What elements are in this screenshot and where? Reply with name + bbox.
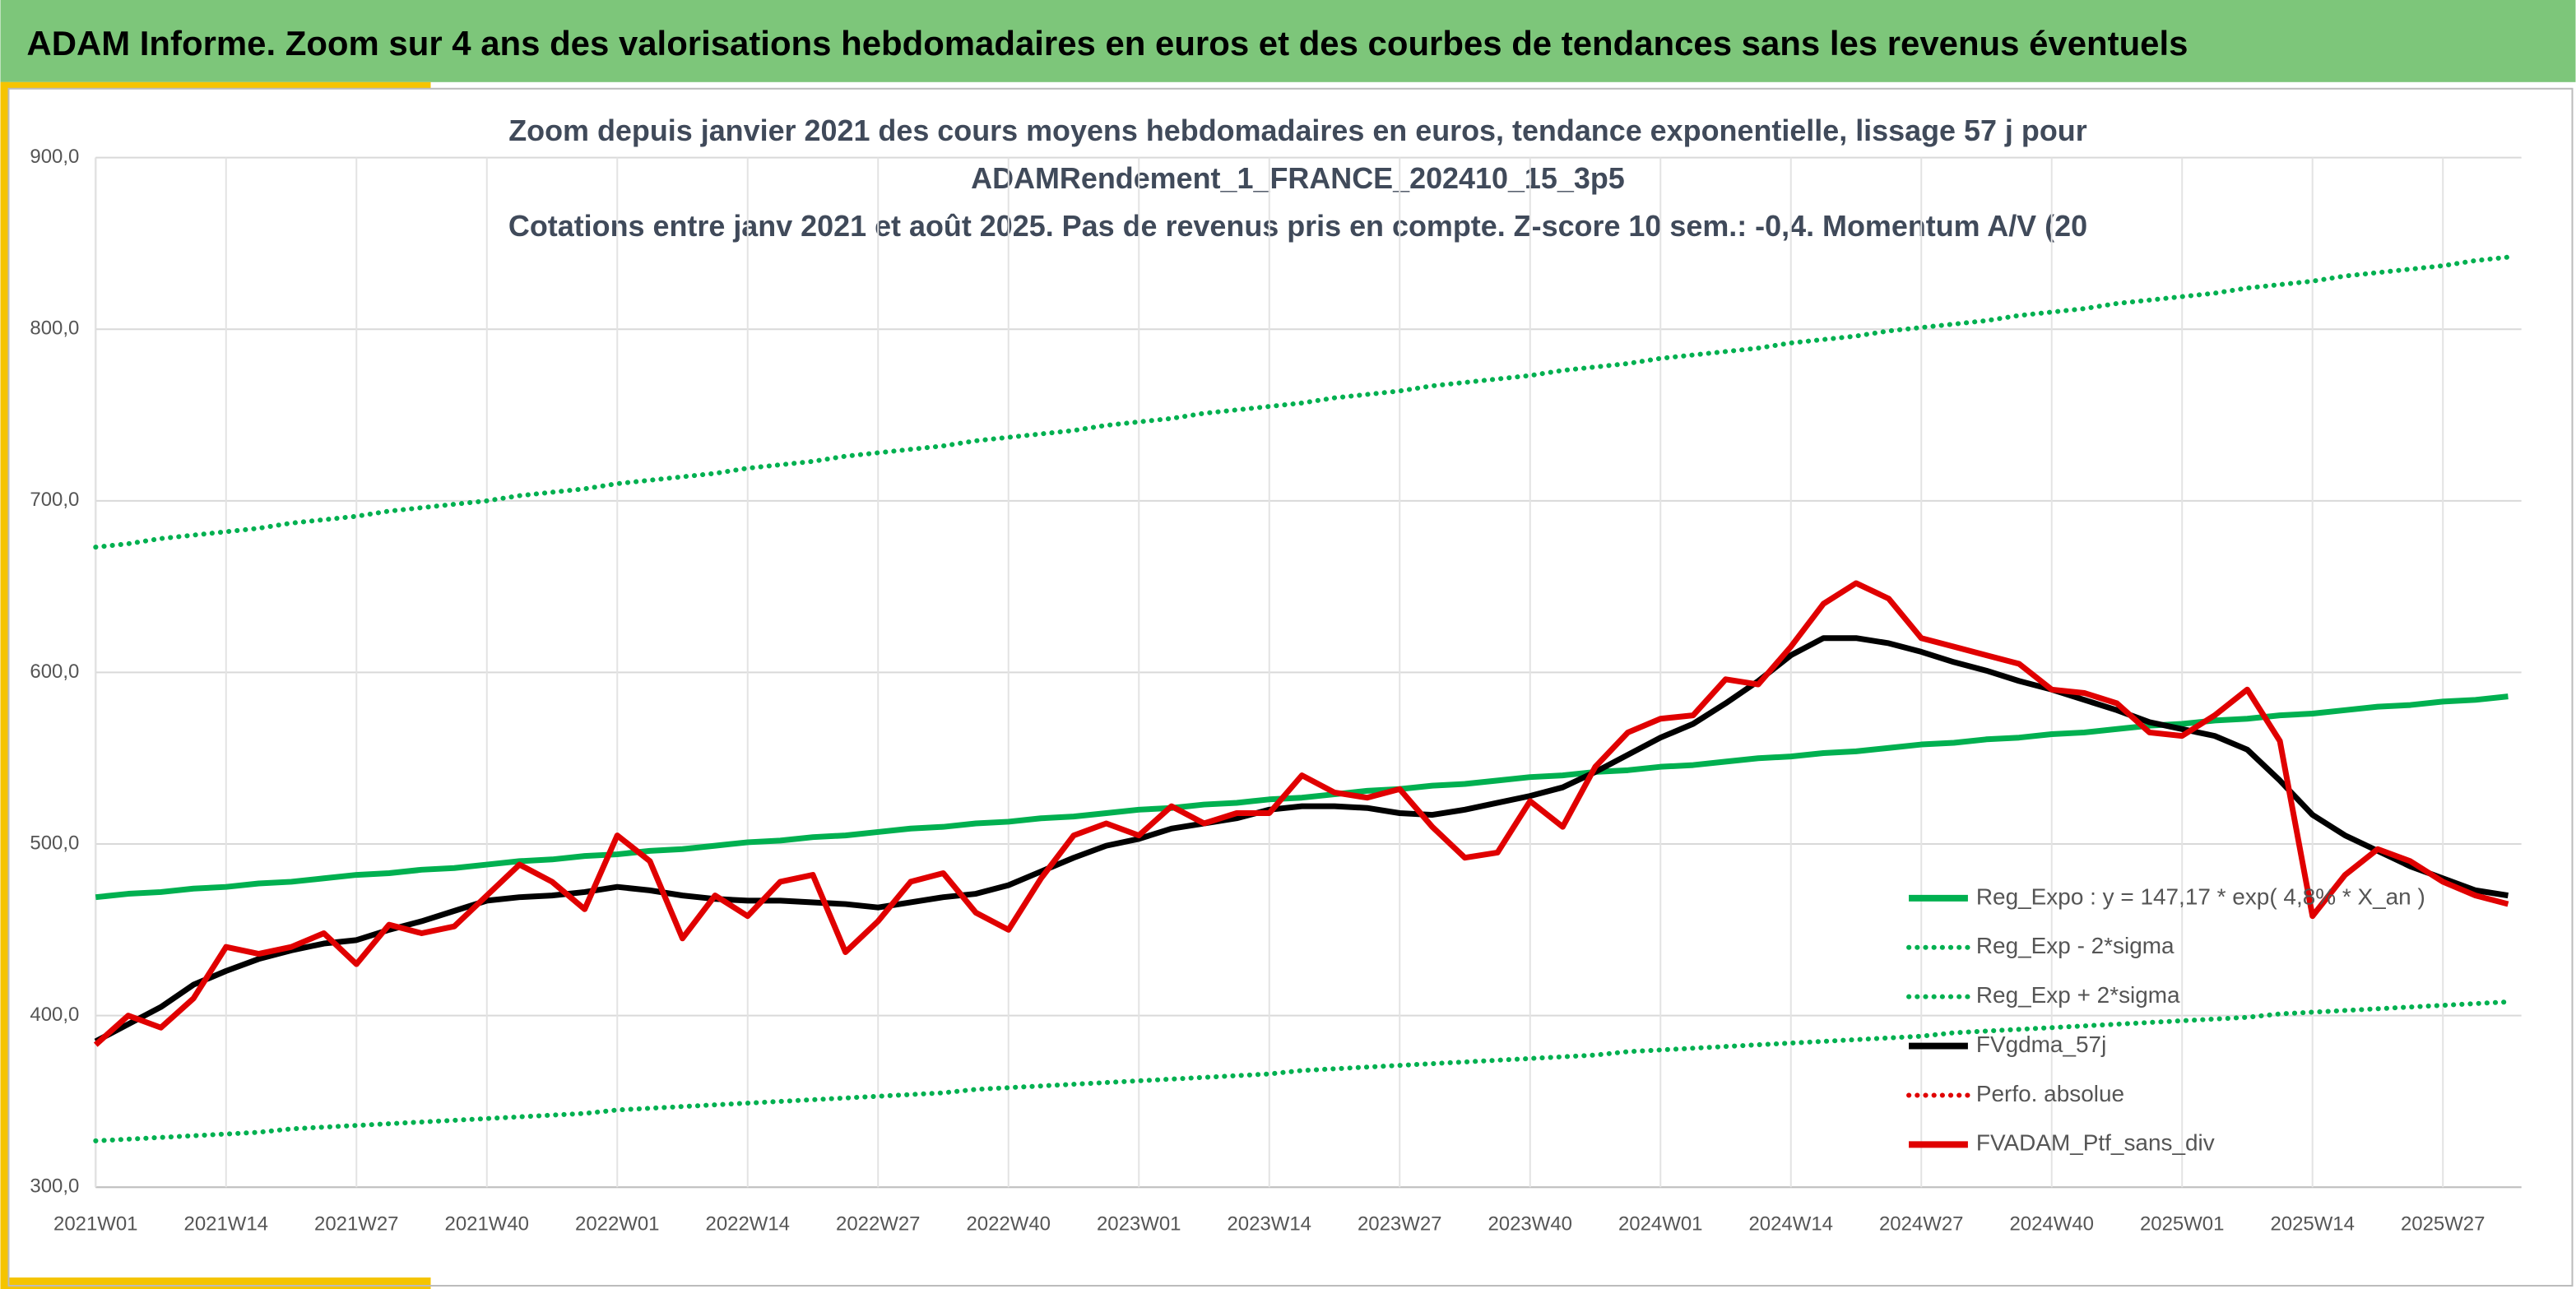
legend-label: Reg_Expo : y = 147,17 * exp( 4,8% * X_an… bbox=[1976, 883, 2425, 909]
y-tick-label: 700,0 bbox=[30, 489, 79, 511]
y-tick-label: 300,0 bbox=[30, 1175, 79, 1198]
accent-left bbox=[0, 81, 9, 1289]
x-tick-label: 2023W40 bbox=[1488, 1212, 1571, 1235]
header-band bbox=[0, 0, 2576, 82]
x-tick-label: 2023W27 bbox=[1358, 1212, 1441, 1235]
x-tick-label: 2024W40 bbox=[2009, 1212, 2093, 1235]
chart-title: Zoom depuis janvier 2021 des cours moyen… bbox=[508, 114, 2086, 147]
header-title: ADAM Informe. Zoom sur 4 ans des valoris… bbox=[26, 24, 2188, 63]
legend-label: Perfo. absolue bbox=[1976, 1081, 2124, 1106]
legend-label: FVgdma_57j bbox=[1976, 1032, 2106, 1057]
x-tick-label: 2022W27 bbox=[836, 1212, 920, 1235]
x-tick-label: 2025W14 bbox=[2270, 1212, 2354, 1235]
chart-title: ADAMRendement_1_FRANCE_202410_15_3p5 bbox=[971, 161, 1625, 195]
x-tick-label: 2021W01 bbox=[53, 1212, 137, 1235]
x-tick-label: 2025W27 bbox=[2401, 1212, 2485, 1235]
x-tick-label: 2021W40 bbox=[445, 1212, 529, 1235]
series-line bbox=[93, 254, 2511, 550]
x-tick-label: 2024W14 bbox=[1748, 1212, 1832, 1235]
chart-border bbox=[7, 87, 2574, 1287]
series-line bbox=[95, 693, 2509, 901]
x-tick-label: 2022W01 bbox=[575, 1212, 659, 1235]
legend-label: Reg_Exp - 2*sigma bbox=[1976, 933, 2175, 958]
accent-bottom bbox=[0, 1277, 431, 1289]
x-tick-label: 2024W01 bbox=[1618, 1212, 1702, 1235]
legend: Reg_Expo : y = 147,17 * exp( 4,8% * X_an… bbox=[1906, 883, 2425, 1156]
x-tick-label: 2022W40 bbox=[967, 1212, 1051, 1235]
plot bbox=[93, 254, 2511, 1143]
x-tick-label: 2024W27 bbox=[1879, 1212, 1963, 1235]
x-tick-label: 2023W01 bbox=[1097, 1212, 1181, 1235]
series-line bbox=[93, 999, 2511, 1143]
x-tick-label: 2021W14 bbox=[184, 1212, 268, 1235]
x-tick-label: 2021W27 bbox=[314, 1212, 398, 1235]
x-tick-label: 2022W14 bbox=[706, 1212, 790, 1235]
y-tick-label: 800,0 bbox=[30, 318, 79, 340]
y-tick-label: 400,0 bbox=[30, 1004, 79, 1026]
legend-label: Reg_Exp + 2*sigma bbox=[1976, 982, 2180, 1008]
series-line bbox=[93, 580, 2509, 1047]
accent-top bbox=[0, 81, 431, 89]
y-tick-label: 900,0 bbox=[30, 146, 79, 168]
chart-title: Cotations entre janv 2021 et août 2025. … bbox=[508, 209, 2087, 243]
x-tick-label: 2023W14 bbox=[1228, 1212, 1311, 1235]
y-tick-label: 500,0 bbox=[30, 832, 79, 854]
series-line bbox=[94, 635, 2509, 1045]
legend-label: FVADAM_Ptf_sans_div bbox=[1976, 1130, 2215, 1156]
x-tick-label: 2025W01 bbox=[2140, 1212, 2224, 1235]
grid: 300,0 400,0 500,0 600,0 700,0 800,0 900,0 2021W… bbox=[30, 146, 2522, 1235]
y-tick-label: 600,0 bbox=[30, 661, 79, 683]
